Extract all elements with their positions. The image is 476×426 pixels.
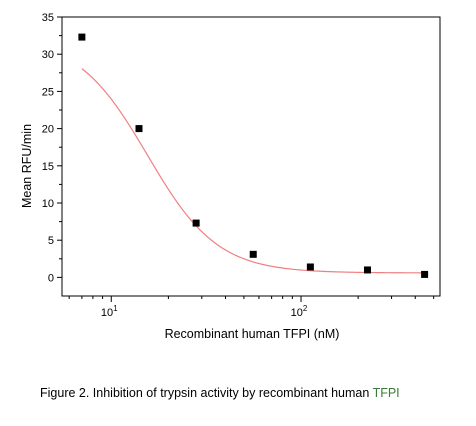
x-tick-label: 102 [291,304,308,319]
y-axis-label: Mean RFU/min [20,124,34,208]
data-point [192,219,200,227]
y-tick-label: 10 [42,198,54,210]
y-tick-label: 0 [48,272,54,284]
y-tick-label: 5 [48,235,54,247]
data-point [306,263,314,271]
caption-highlight: TFPI [372,386,400,400]
x-axis-label: Recombinant human TFPI (nM) [165,327,340,341]
data-points [78,33,429,278]
y-tick-label: 15 [42,161,54,173]
y-tick-label: 25 [42,86,54,98]
plot-frame [61,16,441,297]
chart: 0 5 10 15 20 25 30 35 101 102 Mean RFU/min Recom… [20,12,441,341]
caption-text: Figure 2. Inhibition of trypsin activity… [40,386,373,400]
y-axis: 0 5 10 15 20 25 30 35 [42,12,62,284]
x-tick-label: 101 [101,304,118,319]
y-tick-label: 20 [42,124,54,136]
y-tick-label: 30 [42,49,54,61]
fit-curve [81,68,425,274]
data-point [249,250,257,258]
x-axis: 101 102 [68,296,435,319]
y-tick-label: 35 [42,12,54,24]
data-point [78,33,86,41]
plot-border [61,16,441,297]
data-point [363,266,371,274]
figure-caption: Figure 2. Inhibition of trypsin activity… [40,386,400,400]
data-point [135,125,143,133]
data-point [421,270,429,278]
